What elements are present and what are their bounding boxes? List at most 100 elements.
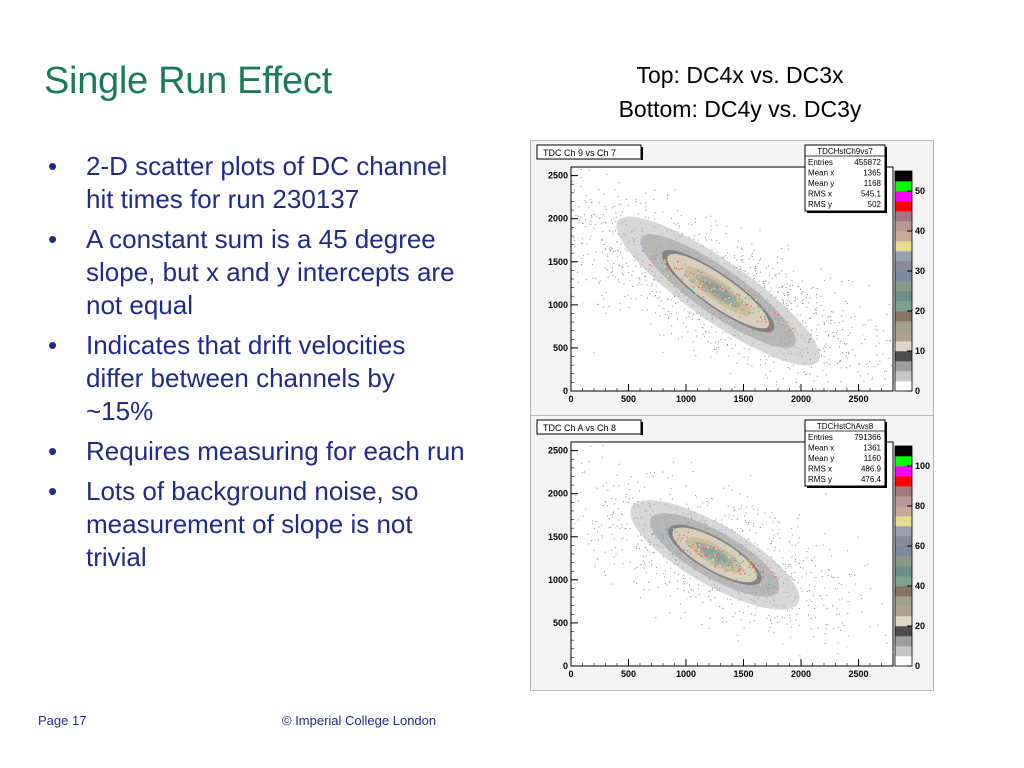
plot-caption: Top: DC4x vs. DC3x Bottom: DC4y vs. DC3y bbox=[560, 58, 920, 126]
core-point bbox=[738, 299, 740, 301]
noise-point bbox=[636, 547, 637, 549]
noise-point bbox=[630, 298, 632, 300]
noise-point bbox=[708, 590, 710, 592]
noise-point bbox=[823, 345, 825, 347]
core-point bbox=[758, 311, 760, 313]
noise-point bbox=[783, 292, 785, 294]
noise-point bbox=[823, 347, 825, 349]
noise-point bbox=[577, 519, 579, 521]
noise-point bbox=[612, 231, 613, 233]
noise-point bbox=[643, 589, 645, 590]
noise-point bbox=[637, 543, 639, 545]
core-point bbox=[680, 540, 682, 542]
palette-cell bbox=[895, 311, 912, 322]
noise-point bbox=[766, 358, 768, 360]
noise-point bbox=[740, 259, 742, 261]
noise-point bbox=[802, 320, 804, 322]
core-point bbox=[756, 313, 759, 315]
noise-point bbox=[753, 277, 755, 279]
noise-point bbox=[753, 249, 755, 251]
noise-point bbox=[677, 222, 679, 224]
z-tick-label: 40 bbox=[915, 226, 925, 236]
core-point bbox=[690, 281, 693, 284]
noise-point bbox=[846, 357, 848, 359]
core-point bbox=[711, 551, 713, 554]
x-tick-label: 1500 bbox=[733, 669, 753, 679]
noise-point bbox=[743, 611, 745, 613]
noise-point bbox=[837, 642, 839, 644]
noise-point bbox=[600, 280, 602, 282]
noise-point bbox=[603, 298, 605, 300]
noise-point bbox=[651, 559, 653, 561]
noise-point bbox=[821, 576, 823, 578]
core-point bbox=[697, 270, 699, 272]
noise-point bbox=[890, 339, 892, 341]
noise-point bbox=[670, 488, 672, 490]
noise-point bbox=[829, 548, 831, 550]
noise-point bbox=[785, 302, 787, 304]
core-point bbox=[739, 302, 741, 304]
noise-point bbox=[633, 503, 635, 505]
noise-point bbox=[768, 265, 770, 267]
core-point bbox=[715, 291, 717, 293]
core-point bbox=[698, 286, 700, 288]
palette-cell bbox=[895, 456, 912, 467]
core-point bbox=[698, 544, 701, 546]
noise-point bbox=[642, 560, 644, 562]
noise-point bbox=[739, 493, 741, 495]
noise-point bbox=[692, 471, 694, 472]
noise-point bbox=[586, 279, 587, 281]
noise-point bbox=[602, 231, 604, 233]
core-point bbox=[678, 534, 681, 537]
noise-point bbox=[791, 573, 793, 574]
noise-point bbox=[640, 202, 642, 204]
palette-cell bbox=[895, 331, 912, 342]
noise-point bbox=[780, 248, 782, 249]
noise-point bbox=[791, 544, 793, 546]
noise-point bbox=[825, 343, 827, 345]
noise-point bbox=[709, 617, 711, 619]
core-point bbox=[750, 305, 752, 307]
noise-point bbox=[643, 567, 645, 569]
core-point bbox=[708, 555, 711, 558]
plot-title-text: TDC Ch 9 vs Ch 7 bbox=[543, 148, 616, 158]
noise-point bbox=[633, 581, 635, 583]
palette-cell bbox=[895, 526, 912, 537]
noise-point bbox=[686, 503, 688, 505]
noise-point bbox=[811, 329, 813, 331]
noise-point bbox=[841, 281, 843, 283]
noise-point bbox=[794, 579, 796, 581]
noise-point bbox=[816, 338, 818, 340]
core-point bbox=[753, 312, 756, 315]
noise-point bbox=[781, 286, 783, 288]
noise-point bbox=[684, 583, 686, 585]
palette-cell bbox=[895, 271, 912, 282]
noise-point bbox=[772, 277, 774, 279]
noise-point bbox=[759, 260, 761, 261]
noise-point bbox=[731, 519, 733, 521]
noise-point bbox=[590, 202, 592, 204]
noise-point bbox=[845, 367, 847, 369]
stats-value: 545.1 bbox=[861, 190, 882, 199]
core-point bbox=[731, 566, 734, 568]
noise-point bbox=[740, 267, 742, 269]
core-point bbox=[669, 267, 671, 270]
noise-point bbox=[695, 218, 696, 220]
noise-point bbox=[739, 266, 741, 267]
noise-point bbox=[774, 617, 776, 619]
core-point bbox=[677, 260, 679, 263]
noise-point bbox=[731, 489, 733, 491]
stats-value: 476.4 bbox=[861, 475, 882, 484]
noise-point bbox=[796, 613, 798, 615]
core-point bbox=[722, 550, 724, 553]
core-point bbox=[691, 280, 694, 283]
noise-point bbox=[737, 634, 739, 636]
noise-point bbox=[629, 498, 630, 500]
noise-point bbox=[653, 551, 655, 553]
bullet-icon: • bbox=[48, 436, 58, 466]
noise-point bbox=[702, 333, 704, 335]
noise-point bbox=[585, 226, 587, 227]
noise-point bbox=[616, 525, 618, 527]
plot-title-shadow bbox=[641, 422, 643, 435]
